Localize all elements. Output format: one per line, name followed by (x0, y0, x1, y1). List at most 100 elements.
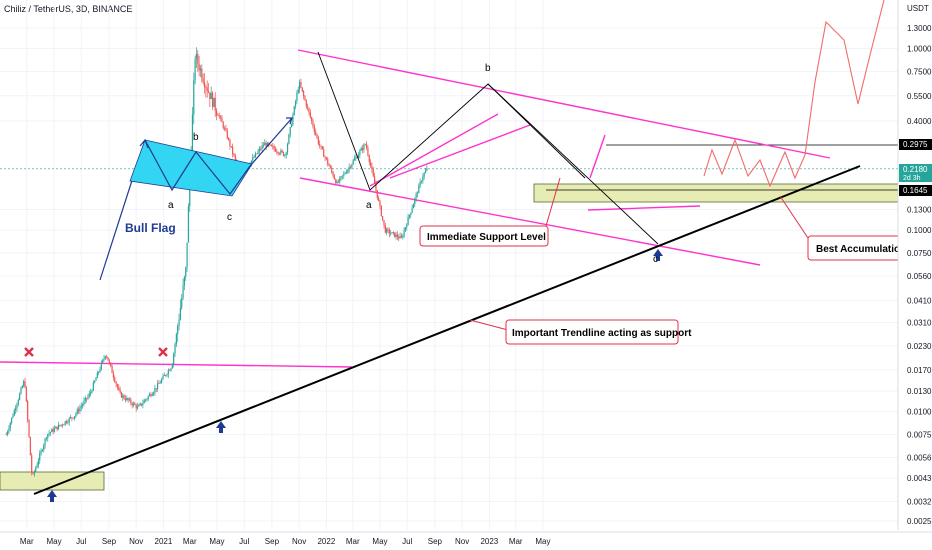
candle (126, 395, 128, 402)
candle (324, 155, 326, 162)
candle (387, 226, 389, 234)
candle (143, 398, 145, 404)
candle (207, 83, 210, 94)
candle (99, 366, 101, 374)
candle (378, 195, 380, 202)
price-tick-label: 0.0130 (907, 387, 932, 396)
channel-lines (0, 49, 831, 368)
time-axis[interactable]: Mar May Jul Sep Nov 2021 Mar May Jul Sep Nov 2022 Ma… (0, 531, 932, 546)
candle (290, 122, 293, 128)
candle (321, 145, 323, 150)
candle (315, 128, 317, 136)
candle (37, 457, 39, 469)
price-tick-label: 0.0560 (907, 272, 932, 281)
candle (351, 163, 353, 170)
candle (410, 212, 412, 219)
candle (390, 229, 392, 236)
candle (262, 142, 265, 149)
candle (175, 332, 177, 347)
level-tag-support-text: 0.1645 (903, 186, 928, 195)
candle (214, 92, 216, 117)
candle (260, 146, 262, 152)
candle (265, 140, 267, 151)
candle (20, 386, 22, 395)
candle (142, 399, 144, 409)
candle (406, 222, 408, 231)
time-tick-label: May (535, 537, 550, 546)
candle (293, 105, 295, 116)
chart-title: Chiliz / TetherUS, 3D, BINANCE (4, 4, 133, 14)
candle (8, 425, 10, 434)
candle (138, 403, 140, 407)
candle (309, 109, 311, 119)
candle (276, 148, 278, 155)
candle (49, 431, 52, 437)
candle (226, 128, 228, 140)
time-tick-label: Mar (346, 537, 360, 546)
last-price-text: 0.2180 (903, 165, 928, 174)
accumulation-zone (533, 183, 932, 203)
candle (383, 220, 385, 229)
price-tick-label: 0.4000 (907, 117, 932, 126)
candle (139, 402, 141, 407)
candle (303, 89, 305, 100)
candle (343, 170, 345, 180)
candle (284, 154, 286, 158)
price-tick-label: 0.0410 (907, 296, 932, 305)
level-tag-support: 0.1645 (899, 185, 932, 196)
candle (282, 151, 285, 157)
candle (119, 386, 121, 394)
candle (110, 362, 112, 368)
candle (367, 145, 369, 157)
time-tick-label: Jul (239, 537, 249, 546)
candle (71, 416, 73, 422)
candle (148, 392, 151, 397)
candle (202, 73, 204, 85)
price-tick-label: 0.0230 (907, 342, 932, 351)
candle (118, 384, 120, 392)
candle (253, 154, 255, 159)
candle (384, 222, 386, 234)
candle (77, 406, 80, 414)
candle (411, 204, 413, 214)
candle (201, 64, 203, 83)
candle (107, 356, 109, 361)
candle (335, 178, 337, 185)
candle (111, 364, 113, 374)
candle (297, 86, 299, 95)
candle (325, 157, 327, 161)
time-tick-label: Jul (76, 537, 86, 546)
candle (165, 374, 167, 377)
candle (257, 148, 259, 155)
main-trendline (33, 165, 861, 495)
candle (123, 394, 125, 400)
candle (91, 389, 93, 394)
price-axis[interactable]: USDT 1.3000 1.0000 0.7500 0.5500 0.4000 0.130… (897, 0, 932, 530)
candle (17, 398, 19, 407)
candle (353, 155, 356, 161)
candle (404, 227, 407, 233)
candle (199, 65, 202, 77)
candle (349, 165, 352, 170)
candle (307, 103, 309, 111)
candle (9, 421, 11, 432)
time-tick-label: May (46, 537, 61, 546)
candle (376, 190, 378, 201)
price-tick-label: 0.0750 (907, 249, 932, 258)
candle (317, 135, 319, 146)
candle (286, 142, 289, 156)
candle (296, 90, 298, 104)
candle (198, 55, 200, 77)
time-tick-label: Nov (129, 537, 143, 546)
candle (299, 79, 301, 93)
price-tick-label: 0.0100 (907, 408, 932, 417)
candle (67, 419, 69, 425)
candle (48, 429, 50, 437)
candle (269, 144, 271, 146)
candle (288, 133, 290, 145)
candle (379, 199, 381, 210)
wave-label-b-main: b (485, 63, 491, 74)
candle (76, 407, 78, 416)
